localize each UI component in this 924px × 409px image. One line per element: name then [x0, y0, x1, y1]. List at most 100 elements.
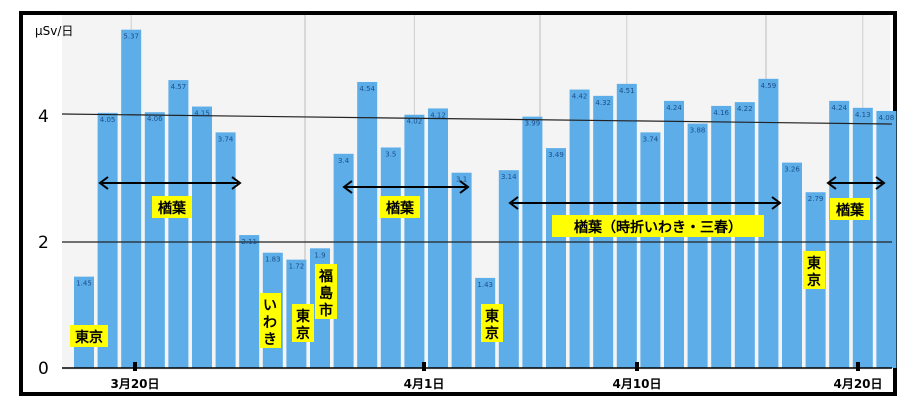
data-label: 3.74: [218, 135, 234, 143]
annotation-bg: [830, 198, 870, 220]
data-label: 4.57: [171, 83, 187, 91]
data-label: 3.74: [643, 135, 659, 143]
data-label: 4.42: [572, 93, 588, 101]
data-label: 4.15: [194, 110, 210, 118]
annotation-naraha_4: 楢葉: [836, 202, 865, 219]
annotation-tokyo_3: 東京: [485, 308, 499, 342]
data-label: 4.32: [595, 99, 611, 107]
data-label: 4.12: [430, 111, 446, 119]
data-label: 3.99: [525, 120, 541, 128]
bar: [144, 112, 165, 368]
data-label: 1.72: [289, 263, 305, 271]
bar: [97, 112, 118, 368]
annotation-bg: [152, 196, 192, 218]
arrow-head-left: [508, 196, 519, 210]
x-tick-label: 3月20日: [110, 377, 159, 391]
arrow-head-left: [342, 180, 353, 194]
data-label: 1.45: [76, 280, 92, 288]
annotation-naraha_2: 楢葉: [386, 200, 415, 217]
y-tick-label: 0: [38, 359, 49, 379]
bar: [829, 100, 850, 368]
data-label: 3.14: [501, 173, 517, 181]
bar: [852, 107, 873, 368]
annotation-fukushima: 福島市: [318, 268, 333, 319]
annotation-bg: [803, 251, 825, 289]
bar: [333, 153, 354, 368]
annotation-naraha_1: 楢葉: [158, 200, 187, 217]
y-axis-label: μSv/日: [35, 24, 73, 38]
bar: [498, 170, 519, 368]
data-label: 4.13: [855, 111, 871, 119]
annotation-tokyo_1: 東京: [75, 329, 103, 346]
bar: [687, 123, 708, 368]
data-label: 3.26: [784, 166, 800, 174]
annotation-bg: [70, 325, 108, 347]
data-label: 4.54: [359, 85, 375, 93]
data-label: 4.22: [737, 105, 753, 113]
y-tick-label: 4: [38, 107, 49, 127]
data-label: 4.51: [619, 87, 635, 95]
data-label: 3.1: [456, 176, 467, 184]
bar: [380, 147, 401, 368]
y-tick-label: 2: [38, 233, 49, 253]
data-label: 2.79: [808, 195, 824, 203]
hgrid-line-4: [61, 113, 893, 125]
bar: [74, 276, 94, 368]
arrow-head-left: [98, 176, 109, 190]
arrow-head-right: [459, 180, 470, 194]
annotation-naraha_3: 楢葉（時折いわき・三春）: [574, 219, 742, 236]
bar: [640, 132, 661, 368]
data-label: 4.24: [666, 104, 682, 112]
bar: [404, 114, 425, 369]
bar: [451, 172, 472, 368]
annotation-bg: [380, 196, 420, 218]
data-label: 2.11: [241, 238, 257, 246]
x-tick-label: 4月10日: [612, 377, 661, 391]
data-label: 4.06: [147, 115, 163, 123]
x-axis-band: [62, 370, 892, 392]
bar: [357, 81, 378, 368]
bar: [876, 110, 897, 369]
bar: [192, 106, 212, 369]
bar: [546, 148, 566, 368]
data-label: 4.16: [713, 109, 729, 117]
bar: [782, 162, 802, 368]
bar: [168, 80, 189, 368]
annotation-bg: [552, 215, 764, 237]
bar: [215, 132, 236, 368]
data-label: 3.4: [338, 157, 350, 165]
bar: [239, 235, 260, 368]
annotation-bg: [315, 264, 337, 319]
bar: [428, 108, 448, 368]
bar: [121, 29, 142, 368]
data-label: 4.59: [761, 82, 777, 90]
data-label: 3.5: [385, 151, 396, 159]
data-label: 4.08: [879, 114, 895, 122]
bar: [758, 78, 779, 368]
x-tick-label: 4月1日: [404, 377, 445, 391]
data-label: 1.83: [265, 256, 281, 264]
annotation-tokyo_4: 東京: [807, 255, 821, 289]
data-label: 1.43: [477, 281, 493, 289]
arrow-head-right: [771, 196, 782, 210]
data-label: 4.24: [831, 104, 847, 112]
x-tick-mark: [635, 362, 639, 371]
annotation-tokyo_2: 東京: [296, 308, 310, 342]
x-tick-mark: [133, 362, 137, 371]
annotation-bg: [259, 293, 281, 348]
arrow-head-right: [875, 176, 886, 190]
data-label: 4.05: [100, 116, 116, 124]
arrow-head-right: [231, 176, 242, 190]
x-tick-mark: [856, 362, 860, 371]
x-tick-mark: [422, 362, 426, 371]
data-label: 5.37: [123, 33, 139, 41]
x-tick-label: 4月20日: [833, 377, 882, 391]
arrow-head-left: [826, 176, 837, 190]
annotation-iwaki: いわき: [263, 298, 277, 348]
annotation-bg: [292, 304, 314, 342]
data-label: 3.49: [548, 151, 564, 159]
data-label: 1.9: [314, 251, 325, 259]
data-label: 3.88: [690, 127, 706, 135]
annotation-bg: [481, 304, 503, 342]
